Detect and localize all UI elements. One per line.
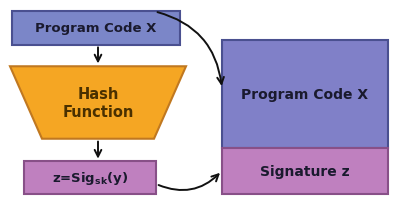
Text: Program Code X: Program Code X: [242, 88, 368, 102]
Text: Signature z: Signature z: [260, 164, 350, 178]
Text: Hash
Function: Hash Function: [62, 87, 134, 119]
Text: z=Sig$_{\mathregular{sk}}$(y): z=Sig$_{\mathregular{sk}}$(y): [52, 169, 128, 186]
FancyBboxPatch shape: [222, 148, 388, 194]
Text: Program Code X: Program Code X: [35, 22, 157, 35]
FancyBboxPatch shape: [222, 41, 388, 148]
FancyBboxPatch shape: [12, 12, 180, 45]
Polygon shape: [10, 67, 186, 139]
FancyBboxPatch shape: [24, 162, 156, 194]
